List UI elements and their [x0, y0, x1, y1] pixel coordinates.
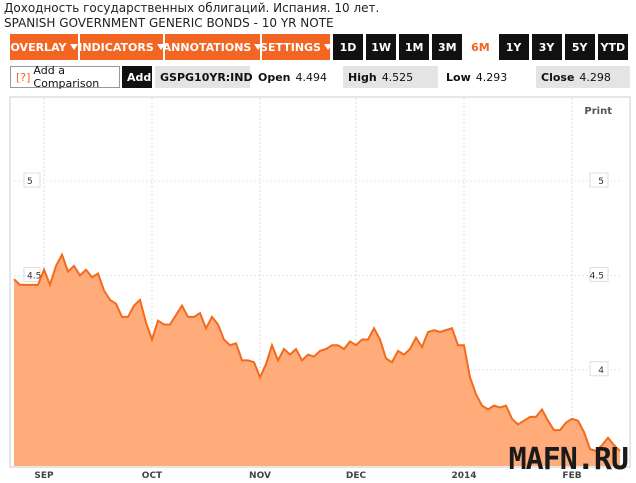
line [13, 252, 621, 453]
field-label: Open [258, 70, 291, 84]
dropdown-arrow [254, 44, 263, 50]
y-tick-label: 5 [27, 177, 33, 187]
y-tick-box [23, 172, 41, 188]
add-button[interactable]: Add [122, 66, 152, 88]
y-tick-label: 4.5 [590, 271, 604, 281]
plot-frame [9, 96, 631, 468]
comparison-label: Add a Comparison [33, 64, 100, 90]
y-tick-box [23, 266, 41, 282]
range-button[interactable]: 1W [366, 34, 397, 60]
menu-label: SETTINGS [260, 40, 321, 54]
y-tick-label: 4 [27, 366, 33, 376]
menu-button[interactable]: OVERLAY [10, 34, 78, 60]
quote-field: Open 4.494 [253, 66, 340, 88]
menu-label: INDICATORS [78, 40, 154, 54]
range-button[interactable]: 1M [399, 34, 430, 60]
y-tick-label: 4 [598, 366, 604, 376]
field-value: 4.293 [475, 70, 508, 84]
dropdown-arrow [156, 44, 165, 50]
help-icon[interactable]: [?] [16, 70, 31, 84]
menu-button[interactable]: SETTINGS [260, 34, 332, 60]
page-title: Доходность государственных облигаций. Ис… [4, 1, 380, 15]
range-button[interactable]: YTD [597, 34, 628, 60]
watermark: MAFN.RU [508, 442, 629, 477]
dropdown-arrow [69, 44, 78, 50]
menu-button[interactable]: INDICATORS [78, 34, 165, 60]
menu-label: ANNOTATIONS [162, 40, 252, 54]
print-button[interactable]: Print [584, 106, 612, 117]
quote-field: High 4.525 [343, 66, 438, 88]
y-tick-box [589, 361, 609, 377]
menu-label: OVERLAY [10, 40, 67, 54]
range-button[interactable]: 1Y [498, 34, 529, 60]
field-label: High [348, 70, 377, 84]
y-tick-label: 5 [598, 177, 604, 187]
x-tick-label: SEP [34, 471, 54, 481]
page-subtitle: SPANISH GOVERNMENT GENERIC BONDS - 10 YR… [4, 16, 334, 30]
y-tick-box [589, 266, 609, 282]
x-tick-label: OCT [142, 471, 163, 481]
x-tick-label: NOV [249, 471, 271, 481]
x-tick-label: DEC [346, 471, 367, 481]
menu-button[interactable]: ANNOTATIONS [162, 34, 263, 60]
comparison-input[interactable]: [?] Add a Comparison [10, 64, 120, 90]
range-button[interactable]: 3M [432, 34, 463, 60]
range-button[interactable]: 5Y [564, 34, 595, 60]
x-tick-label: 2014 [451, 471, 476, 481]
area [14, 254, 620, 466]
field-value: 4.494 [295, 70, 328, 84]
y-tick-label: 4.5 [27, 271, 41, 281]
y-tick-box [23, 361, 41, 377]
quote-field: Low 4.293 [441, 66, 533, 88]
field-value: 4.525 [381, 70, 414, 84]
field-value: 4.298 [579, 70, 611, 84]
range-button[interactable]: 6M [465, 34, 496, 60]
y-tick-box [589, 172, 609, 188]
ticker: GSPG10YR:IND [155, 66, 253, 88]
dropdown-arrow [323, 44, 332, 50]
quote-field: Close 4.298 [536, 66, 630, 88]
field-label: Close [541, 70, 575, 84]
field-label: Low [446, 70, 471, 84]
range-button[interactable]: 3Y [531, 34, 562, 60]
range-button[interactable]: 1D [333, 34, 363, 60]
